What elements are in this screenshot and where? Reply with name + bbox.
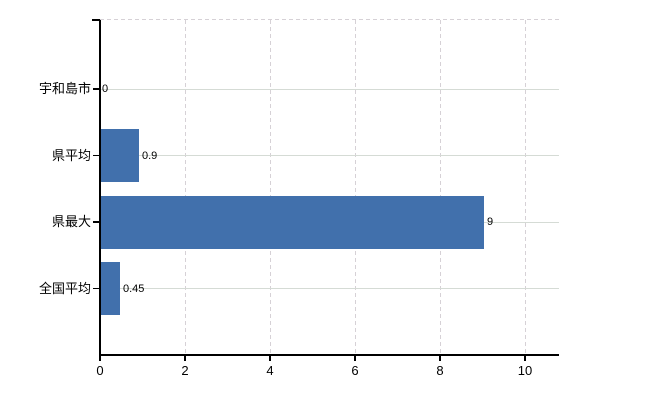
y-axis-tick	[93, 221, 100, 223]
gridline-horizontal	[100, 155, 559, 156]
y-axis-tick	[93, 154, 100, 156]
x-tick-label: 6	[351, 363, 359, 378]
x-axis-tick	[524, 355, 526, 361]
x-tick-label: 4	[266, 363, 274, 378]
x-axis-tick	[99, 355, 101, 361]
bar	[101, 262, 120, 315]
y-axis-top-tick	[92, 19, 100, 21]
x-axis-tick	[354, 355, 356, 361]
value-label: 0.45	[123, 282, 145, 295]
gridline-vertical	[270, 20, 271, 355]
x-tick-label: 8	[436, 363, 444, 378]
plot-top-border	[100, 19, 559, 20]
bar	[101, 195, 484, 249]
x-axis-tick	[269, 355, 271, 361]
y-axis-line	[99, 20, 101, 355]
x-axis-line	[99, 354, 559, 356]
category-label: 県最大	[51, 214, 91, 229]
gridline-horizontal	[100, 88, 559, 90]
x-axis-tick	[439, 355, 441, 361]
x-axis-tick	[184, 355, 186, 361]
gridline-vertical	[185, 20, 186, 355]
gridline-vertical	[440, 20, 441, 355]
gridline-vertical	[525, 20, 526, 355]
gridline-vertical	[355, 20, 356, 355]
gridline-horizontal	[100, 288, 559, 289]
category-label: 宇和島市	[38, 81, 91, 96]
y-axis-tick	[93, 287, 100, 289]
value-label: 9	[487, 216, 494, 228]
x-tick-label: 2	[181, 363, 189, 378]
value-label: 0.9	[142, 149, 158, 162]
bar	[101, 129, 139, 182]
category-label: 県平均	[51, 147, 91, 163]
category-label: 全国平均	[38, 280, 91, 296]
x-tick-label: 0	[96, 363, 104, 378]
x-tick-label: 10	[517, 363, 533, 378]
value-label: 0	[102, 83, 109, 95]
y-axis-tick	[93, 88, 100, 90]
